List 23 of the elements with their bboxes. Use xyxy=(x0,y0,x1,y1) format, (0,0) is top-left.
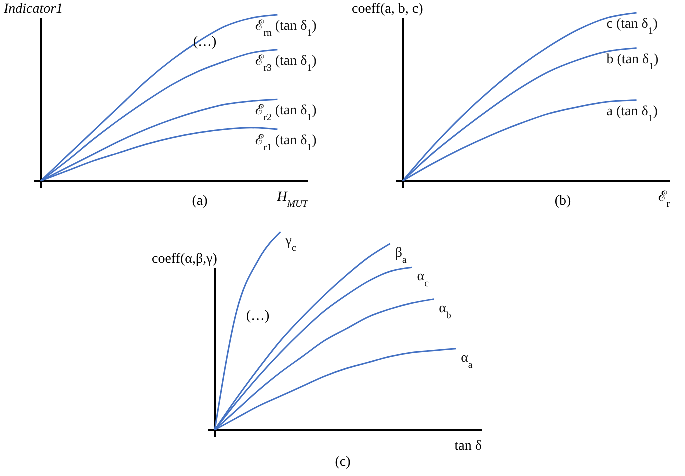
series-label: β$_{a}$ xyxy=(395,246,408,266)
series-label: ℰ$_{r3}$ (tan δ$_{1}$) xyxy=(256,54,318,74)
x-axis-title: tan δ xyxy=(454,439,482,454)
series-label: ℰ$_{r2}$ (tan δ$_{1}$) xyxy=(256,104,318,124)
text: (a) xyxy=(192,194,208,209)
text: (b) xyxy=(554,194,572,209)
series-label: a (tan δ$_{1}$) xyxy=(606,104,658,124)
y-axis-title: coeff(a, b, c) xyxy=(352,2,424,17)
series-label: ℰ$_{r1}$ (tan δ$_{1}$) xyxy=(256,134,318,154)
series-label: γ$_{c}$ xyxy=(284,234,297,254)
series-label: α$_{b}$ xyxy=(439,301,452,321)
annotation: (…) xyxy=(193,35,217,50)
x-axis-title: H$_{MUT}$ xyxy=(276,190,310,210)
series-label: b (tan δ$_{1}$) xyxy=(606,52,660,72)
series-label: α$_{c}$ xyxy=(417,270,430,290)
x-axis-title: ℰ$_{r}$ xyxy=(658,190,671,210)
annotation: (…) xyxy=(246,309,270,324)
text: (c) xyxy=(335,455,352,470)
series-label: ℰ$_{rn}$ (tan δ$_{1}$) xyxy=(256,19,318,38)
y-axis-title: Indicator1 xyxy=(3,2,64,17)
series-label: α$_{a}$ xyxy=(461,350,474,370)
y-axis-title: coeff(α,β,γ) xyxy=(152,252,218,267)
series-label: c (tan δ$_{1}$) xyxy=(606,17,658,36)
